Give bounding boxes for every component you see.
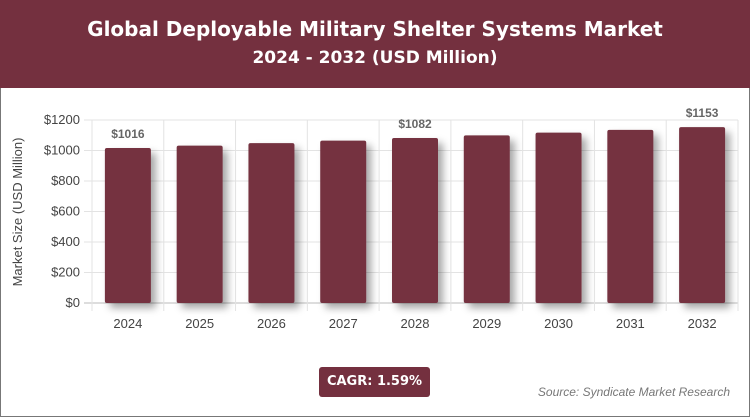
data-label: $1153 xyxy=(686,106,719,120)
bar-2026 xyxy=(248,143,295,303)
chart-subtitle: 2024 - 2032 (USD Million) xyxy=(252,48,498,68)
data-label: $1016 xyxy=(111,127,145,141)
y-tick-label: $200 xyxy=(51,265,80,280)
x-tick-label: 2031 xyxy=(616,316,645,331)
y-tick-label: $0 xyxy=(66,295,80,310)
source-note: Source: Syndicate Market Research xyxy=(537,385,730,399)
bar-2028 xyxy=(392,137,438,303)
bar-2025 xyxy=(176,145,223,303)
x-tick-label: 2030 xyxy=(544,316,573,331)
x-tick-label: 2027 xyxy=(329,316,358,331)
bar-2030 xyxy=(535,132,582,303)
x-tick-label: 2028 xyxy=(401,316,430,331)
y-tick-label: $1000 xyxy=(44,143,80,158)
chart-header: Global Deployable Military Shelter Syste… xyxy=(0,0,750,88)
y-tick-label: $800 xyxy=(51,173,80,188)
x-tick-label: 2025 xyxy=(185,316,214,331)
bar-2024 xyxy=(104,148,151,303)
x-tick-label: 2029 xyxy=(472,316,501,331)
x-tick-label: 2032 xyxy=(688,316,717,331)
bar-2031 xyxy=(607,129,654,303)
chart-title: Global Deployable Military Shelter Syste… xyxy=(87,17,663,41)
bar-chart: Market Size (USD Million) $0 $200 $400 $600… xyxy=(10,106,739,331)
bar-2032 xyxy=(679,127,726,303)
cagr-badge: CAGR: 1.59% xyxy=(319,367,430,397)
y-tick-label: $1200 xyxy=(44,112,80,127)
bar-2029 xyxy=(463,135,510,303)
x-tick-label: 2026 xyxy=(257,316,286,331)
y-tick-label: $400 xyxy=(51,234,80,249)
data-label: $1082 xyxy=(398,117,432,131)
y-axis-label: Market Size (USD Million) xyxy=(10,138,25,287)
y-tick-label: $600 xyxy=(51,204,80,219)
bar-2027 xyxy=(320,140,367,303)
x-tick-label: 2024 xyxy=(113,316,142,331)
